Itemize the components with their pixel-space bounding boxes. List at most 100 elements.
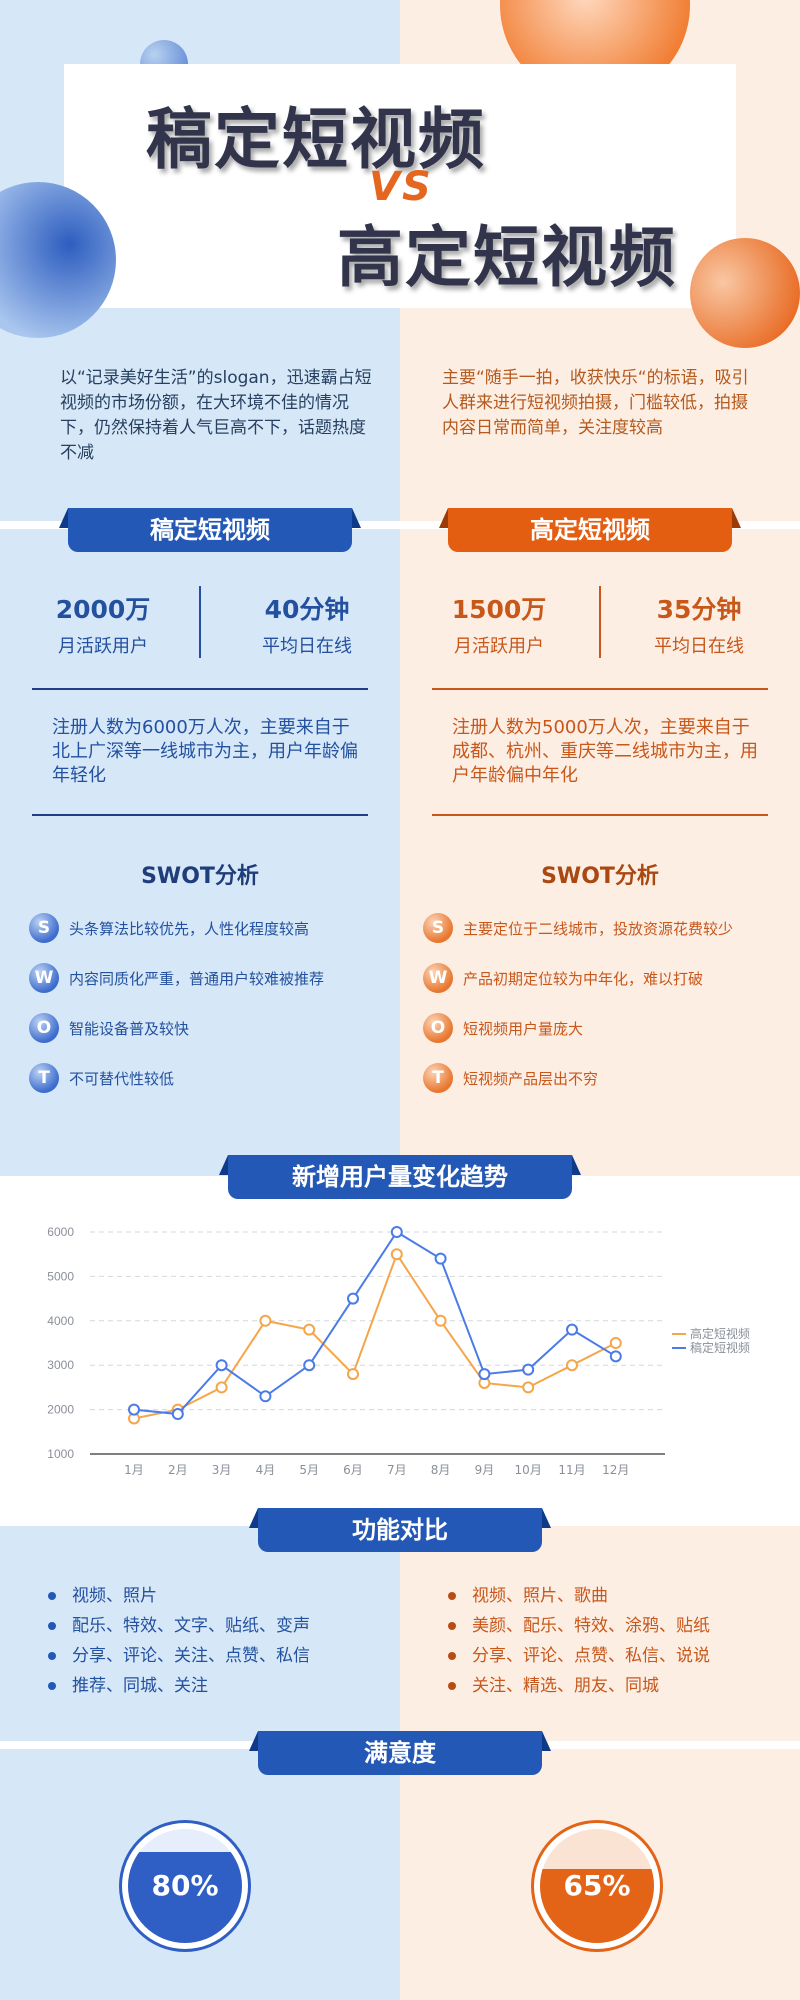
data-point bbox=[434, 1314, 447, 1327]
data-point bbox=[215, 1381, 228, 1394]
swot-letter-badge: W bbox=[423, 963, 453, 993]
list-item: 视频、照片、歌曲 bbox=[448, 1581, 710, 1611]
trend-chart: 1000 2000 3000 4000 5000 6000 1月 2月 3月 4月 5月 6月 7月 8月… bbox=[47, 1225, 750, 1477]
data-point bbox=[609, 1337, 622, 1349]
list-item: 推荐、同城、关注 bbox=[48, 1671, 310, 1701]
list-item: 美颜、配乐、特效、涂鸦、贴纸 bbox=[448, 1611, 710, 1641]
right-satisfaction-gauge: 65% bbox=[534, 1823, 660, 1949]
x-tick-label: 8月 bbox=[431, 1463, 451, 1477]
left-swot-title: SWOT分析 bbox=[141, 864, 259, 889]
data-point bbox=[215, 1359, 228, 1372]
swot-text: 产品初期定位较为中年化，难以打破 bbox=[463, 969, 704, 988]
list-item: 配乐、特效、文字、贴纸、变声 bbox=[48, 1611, 310, 1641]
x-tick-label: 5月 bbox=[299, 1463, 319, 1477]
swot-text: 短视频产品层出不穷 bbox=[463, 1069, 599, 1088]
data-point bbox=[522, 1363, 535, 1376]
stat-divider bbox=[599, 586, 601, 658]
data-point bbox=[522, 1381, 535, 1394]
y-tick-label: 1000 bbox=[47, 1447, 74, 1461]
data-point bbox=[566, 1323, 578, 1336]
trend-banner-label: 新增用户量变化趋势 bbox=[292, 1163, 508, 1191]
data-point bbox=[390, 1248, 403, 1261]
series-line bbox=[133, 1230, 617, 1416]
right-stat1-value: 1500万 bbox=[451, 595, 547, 624]
data-point bbox=[434, 1252, 447, 1265]
left-swot-s: S 头条算法比较优先，人性化程度较高 bbox=[29, 913, 309, 943]
left-stat1-value: 2000万 bbox=[55, 595, 151, 624]
right-stat1-label: 月活跃用户 bbox=[454, 636, 544, 657]
x-tick-label: 1月 bbox=[124, 1463, 144, 1477]
desc-top-rule bbox=[432, 688, 768, 690]
intro-right: 主要“随手一拍，收获快乐“的标语，吸引人群来进行短视频拍摄，门槛较低，拍摄内容日… bbox=[442, 368, 749, 438]
swot-text: 内容同质化严重，普通用户较难被推荐 bbox=[69, 969, 325, 988]
vs-label: VS bbox=[369, 164, 433, 210]
stat-divider bbox=[199, 586, 201, 658]
swot-letter-badge: S bbox=[423, 913, 453, 943]
swot-letter-badge: W bbox=[29, 963, 59, 993]
trend-chart-panel: 1000 2000 3000 4000 5000 6000 1月 2月 3月 4月 5月 6月 7月 8月… bbox=[0, 1176, 800, 1526]
legend-label: 高定短视频 bbox=[690, 1326, 750, 1341]
left-swot-o: O 智能设备普及较快 bbox=[29, 1013, 189, 1043]
y-tick-label: 6000 bbox=[47, 1225, 74, 1239]
x-tick-label: 7月 bbox=[387, 1463, 407, 1477]
data-point bbox=[303, 1323, 316, 1336]
y-tick-label: 5000 bbox=[47, 1269, 74, 1283]
title-top: 稿定短视频 bbox=[146, 101, 486, 178]
list-item: 分享、评论、关注、点赞、私信 bbox=[48, 1641, 310, 1671]
swot-text: 主要定位于二线城市，投放资源花费较少 bbox=[463, 919, 734, 938]
list-item: 关注、精选、朋友、同城 bbox=[448, 1671, 710, 1701]
title-card: 稿定短视频 VS 高定短视频 bbox=[64, 64, 736, 308]
left-banner: 稿定短视频 bbox=[59, 508, 361, 552]
x-tick-label: 10月 bbox=[515, 1463, 542, 1477]
swot-text: 头条算法比较优先，人性化程度较高 bbox=[69, 919, 310, 938]
x-tick-label: 4月 bbox=[256, 1463, 276, 1477]
series-line bbox=[133, 1251, 617, 1420]
x-tick-label: 12月 bbox=[602, 1463, 629, 1477]
list-item: 视频、照片 bbox=[48, 1581, 310, 1611]
swot-letter-badge: O bbox=[423, 1013, 453, 1043]
trend-banner: 新增用户量变化趋势 bbox=[219, 1155, 581, 1199]
decor-circle bbox=[690, 238, 800, 348]
right-swot-o: O 短视频用户量庞大 bbox=[423, 1013, 583, 1043]
right-swot-w: W 产品初期定位较为中年化，难以打破 bbox=[423, 963, 703, 993]
right-feature-list: 视频、照片、歌曲 美颜、配乐、特效、涂鸦、贴纸 分享、评论、点赞、私信、说说 关… bbox=[448, 1581, 710, 1701]
y-tick-label: 3000 bbox=[47, 1358, 74, 1372]
divider-line bbox=[0, 521, 800, 529]
left-banner-label: 稿定短视频 bbox=[150, 516, 270, 544]
right-swot-title: SWOT分析 bbox=[541, 864, 659, 889]
data-point bbox=[609, 1350, 622, 1363]
intro-left: 以“记录美好生活”的slogan，迅速霸占短视频的市场份额，在大环境不佳的情况下… bbox=[60, 368, 372, 463]
left-swot-w: W 内容同质化严重，普通用户较难被推荐 bbox=[29, 963, 324, 993]
list-item: 分享、评论、点赞、私信、说说 bbox=[448, 1641, 710, 1671]
features-banner-label: 功能对比 bbox=[352, 1516, 448, 1544]
swot-letter-badge: T bbox=[423, 1063, 453, 1093]
satisfaction-banner-label: 满意度 bbox=[364, 1739, 436, 1767]
right-swot-t: T 短视频产品层出不穷 bbox=[423, 1063, 598, 1093]
y-tick-label: 2000 bbox=[47, 1403, 74, 1417]
right-banner-label: 高定短视频 bbox=[530, 516, 650, 544]
swot-letter-badge: T bbox=[29, 1063, 59, 1093]
left-description: 注册人数为6000万人次，主要来自于北上广深等一线城市为主，用户年龄偏年轻化 bbox=[52, 717, 358, 786]
data-point bbox=[390, 1226, 403, 1238]
left-stat1-label: 月活跃用户 bbox=[58, 636, 148, 657]
features-banner: 功能对比 bbox=[249, 1508, 551, 1552]
data-point bbox=[259, 1314, 272, 1327]
data-point bbox=[128, 1403, 140, 1416]
desc-top-rule bbox=[32, 688, 368, 690]
data-point bbox=[478, 1368, 491, 1381]
left-stat2-value: 40分钟 bbox=[264, 595, 350, 624]
x-tick-label: 3月 bbox=[212, 1463, 232, 1477]
data-point bbox=[171, 1408, 184, 1421]
right-stat2-value: 35分钟 bbox=[656, 595, 742, 624]
data-point bbox=[347, 1292, 359, 1305]
left-satisfaction-gauge: 80% bbox=[122, 1823, 248, 1949]
data-point bbox=[259, 1390, 272, 1403]
left-swot-t: T 不可替代性较低 bbox=[29, 1063, 174, 1093]
legend-label: 稿定短视频 bbox=[690, 1340, 750, 1355]
left-satisfaction-value: 80% bbox=[151, 1869, 219, 1902]
x-tick-label: 9月 bbox=[475, 1463, 495, 1477]
swot-text: 短视频用户量庞大 bbox=[463, 1019, 584, 1038]
left-background bbox=[0, 0, 400, 2000]
right-banner: 高定短视频 bbox=[439, 508, 741, 552]
right-swot-s: S 主要定位于二线城市，投放资源花费较少 bbox=[423, 913, 733, 943]
